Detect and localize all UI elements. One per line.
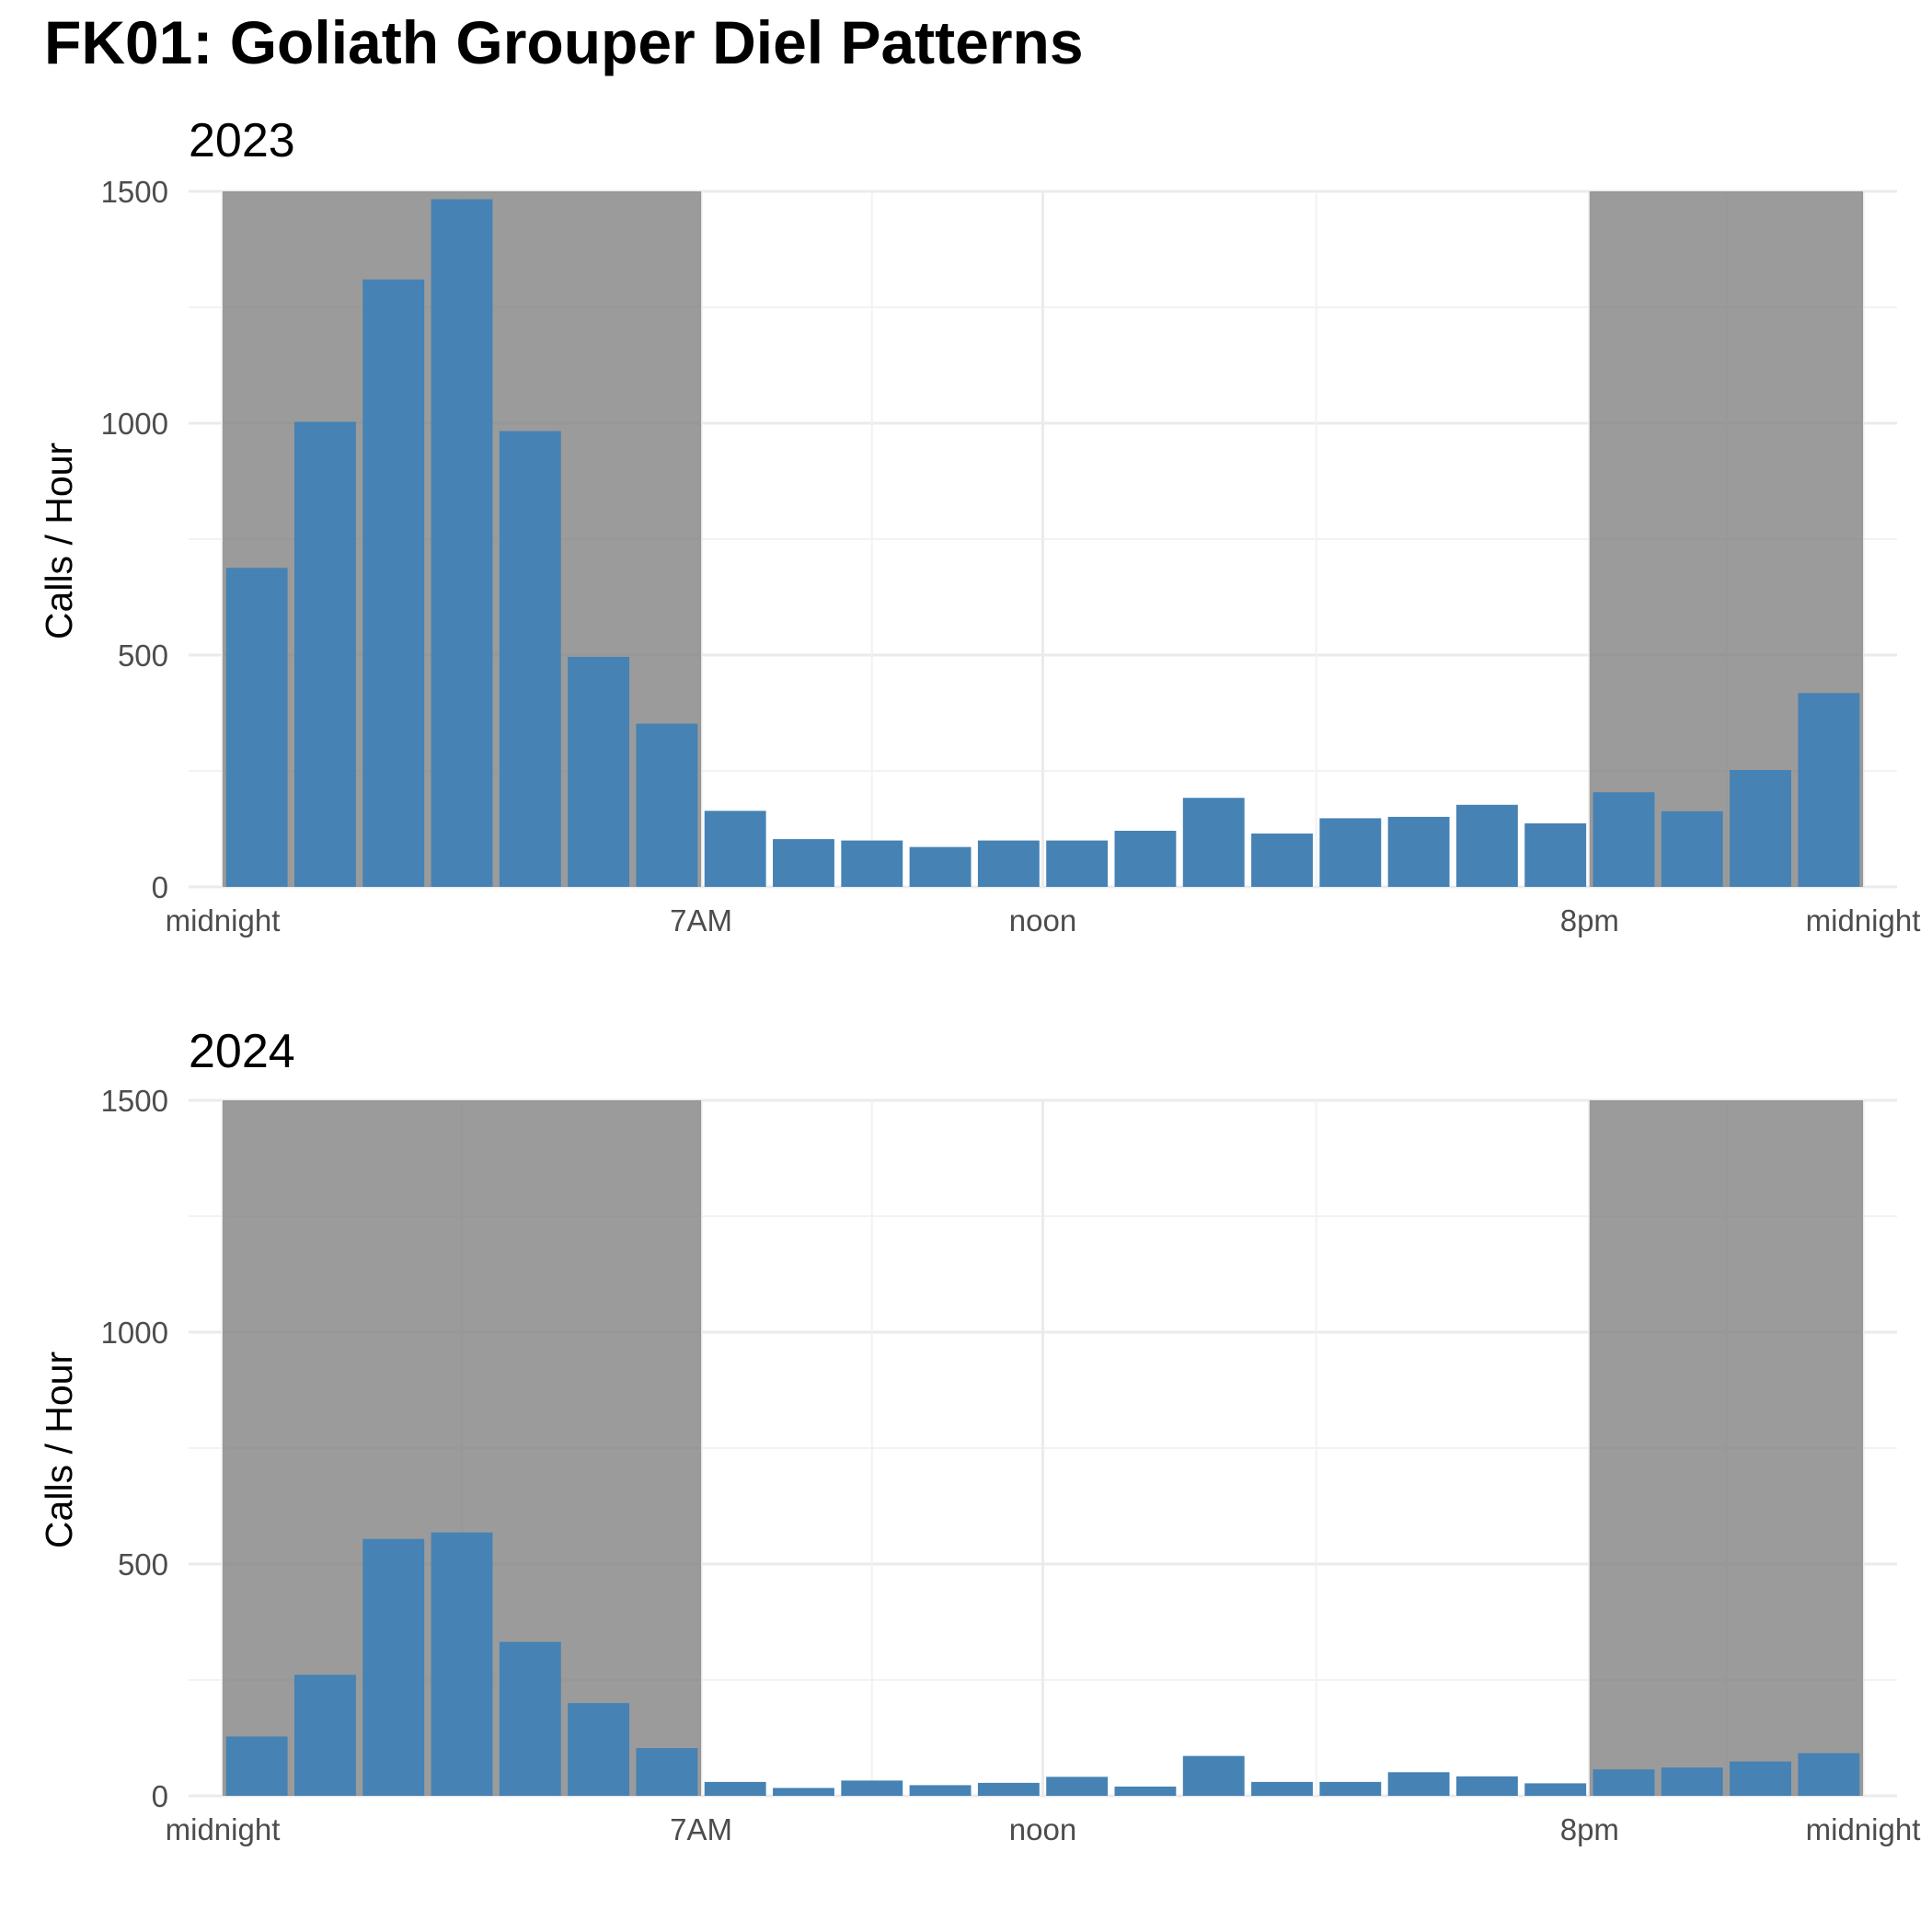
bar [499,1641,561,1796]
bar [1798,1753,1860,1796]
y-tick-label: 1000 [101,1316,168,1350]
bar [294,421,356,887]
bar [294,1674,356,1796]
x-tick-label: midnight [166,903,281,937]
bar [1524,822,1587,887]
bar [568,657,630,887]
bar [225,1736,288,1796]
x-tick-label: midnight [1806,1812,1921,1846]
bar [636,1748,698,1796]
y-tick-label: 0 [152,870,168,904]
y-axis-title: Calls / Hour [38,443,80,639]
panel-title: 2024 [189,1025,295,1078]
bar [1455,804,1518,887]
y-tick-label: 500 [118,638,168,673]
bar [499,431,561,887]
bar [841,840,903,887]
bar [431,199,493,887]
bar [909,1785,972,1796]
panel-2023: 0 500 1000 1500 midnight 7AM noon 8pm midnight 20… [38,114,1920,937]
y-tick-label: 0 [152,1779,168,1813]
bar [773,839,834,887]
bar [773,1788,834,1796]
x-tick-label: 7AM [670,1812,732,1846]
bar [1387,816,1450,887]
bar [1730,769,1791,887]
bar [1593,792,1655,887]
bar [1046,1777,1109,1796]
bar [1319,818,1382,887]
bar [1661,811,1723,887]
bar [1046,840,1109,887]
bar [1182,1755,1245,1796]
bar [568,1703,630,1796]
bar [1455,1776,1518,1796]
night-shade [1589,1100,1863,1796]
bar [362,1538,425,1796]
x-tick-label: 8pm [1560,1812,1619,1846]
bar [431,1532,493,1796]
bar [225,568,288,887]
chart-title: FK01: Goliath Grouper Diel Patterns [44,8,1084,76]
x-tick-label: 7AM [670,903,732,937]
panel-2024: 0 500 1000 1500 midnight 7AM noon 8pm midnight 20… [38,1025,1920,1846]
x-tick-label: 8pm [1560,903,1619,937]
panel-title: 2023 [189,114,295,167]
bar [1251,834,1313,887]
bar [1114,831,1177,887]
bar [1524,1783,1587,1796]
x-tick-label: midnight [1806,903,1921,937]
bar [1593,1769,1655,1796]
bar [1319,1781,1382,1796]
x-tick-label: noon [1009,903,1076,937]
bar [1251,1781,1313,1796]
bar [977,840,1040,887]
bar [636,723,698,887]
x-tick-label: noon [1009,1812,1076,1846]
bar [704,811,766,887]
x-tick-label: midnight [166,1812,281,1846]
bar [1730,1761,1791,1796]
y-tick-label: 1500 [101,175,168,209]
bar [1387,1772,1450,1796]
bar [1182,798,1245,887]
bar [977,1782,1040,1796]
y-tick-label: 500 [118,1547,168,1581]
y-tick-label: 1500 [101,1084,168,1118]
bar [841,1780,903,1796]
bar [909,846,972,887]
bar [1114,1786,1177,1796]
bar [1661,1767,1723,1796]
y-tick-label: 1000 [101,407,168,441]
bar [704,1781,766,1796]
y-axis-title: Calls / Hour [38,1351,80,1548]
bar [1798,693,1860,887]
bar [362,279,425,887]
